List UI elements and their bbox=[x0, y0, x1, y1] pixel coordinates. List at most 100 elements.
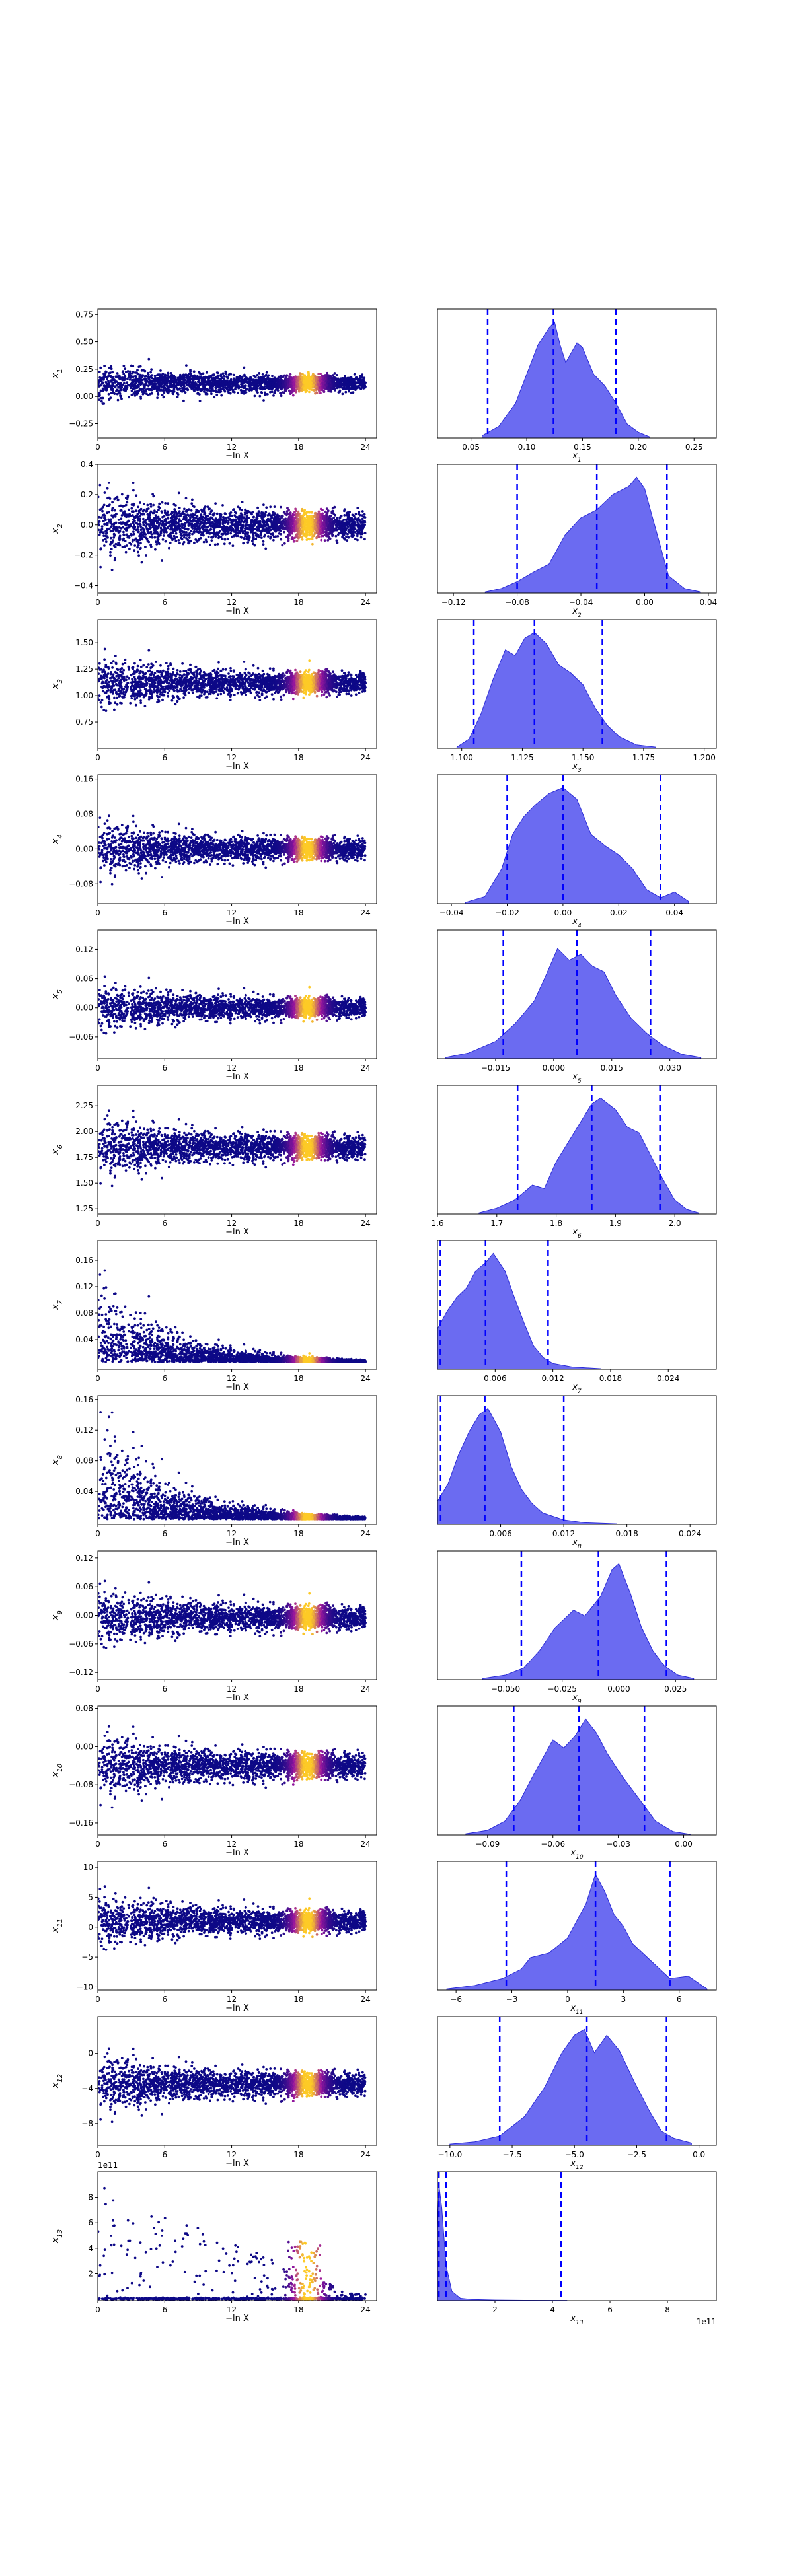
scatter-point bbox=[299, 517, 301, 519]
scatter-point bbox=[335, 539, 338, 542]
scatter-point bbox=[296, 382, 299, 386]
scatter-point bbox=[151, 511, 155, 515]
scatter-point bbox=[233, 514, 237, 517]
scatter-point bbox=[250, 519, 253, 522]
scatter-point bbox=[221, 384, 224, 387]
scatter-point bbox=[150, 533, 153, 536]
scatter-point bbox=[231, 380, 234, 384]
y-tick-label: 0.25 bbox=[75, 365, 93, 374]
scatter-point bbox=[301, 384, 305, 388]
scatter-point bbox=[132, 375, 135, 378]
scatter-point bbox=[169, 375, 172, 378]
scatter-point bbox=[114, 542, 118, 546]
scatter-point bbox=[254, 386, 257, 388]
scatter-point bbox=[286, 380, 289, 383]
scatter-point bbox=[255, 389, 258, 392]
scatter-point bbox=[293, 536, 296, 540]
scatter-point bbox=[289, 373, 292, 376]
scatter-point bbox=[304, 381, 307, 384]
scatter-point bbox=[283, 542, 286, 545]
scatter-point bbox=[209, 543, 211, 546]
scatter-point bbox=[223, 390, 227, 393]
scatter-point bbox=[224, 370, 227, 373]
scatter-point bbox=[299, 372, 301, 375]
scatter-point bbox=[295, 539, 299, 542]
scatter-point bbox=[354, 376, 358, 379]
scatter-point bbox=[252, 538, 255, 541]
scatter-point bbox=[290, 390, 293, 392]
scatter-point bbox=[133, 390, 137, 393]
scatter-point bbox=[216, 542, 219, 546]
scatter-point bbox=[132, 518, 135, 521]
scatter-point bbox=[159, 534, 162, 537]
scatter-point bbox=[155, 511, 159, 514]
scatter-point bbox=[338, 524, 340, 527]
scatter-point bbox=[99, 389, 102, 392]
scatter-point bbox=[98, 508, 102, 511]
x-tick-label: 6 bbox=[162, 443, 167, 452]
scatter-point bbox=[155, 526, 158, 529]
scatter-point bbox=[153, 387, 156, 390]
scatter-point bbox=[143, 383, 146, 386]
scatter-point bbox=[333, 505, 336, 509]
scatter-point bbox=[259, 386, 262, 389]
scatter-point bbox=[169, 372, 172, 375]
scatter-point bbox=[194, 386, 198, 389]
scatter-point bbox=[227, 373, 231, 376]
scatter-point bbox=[175, 515, 178, 518]
scatter-point bbox=[184, 497, 188, 500]
scatter-point bbox=[221, 388, 225, 391]
scatter-point bbox=[284, 376, 287, 379]
scatter-point bbox=[116, 544, 120, 546]
scatter-point bbox=[111, 381, 114, 384]
scatter-point bbox=[338, 516, 342, 519]
scatter-point bbox=[211, 386, 214, 390]
scatter-point bbox=[235, 529, 237, 532]
scatter-point bbox=[252, 542, 254, 546]
scatter-point bbox=[252, 380, 254, 382]
scatter-point bbox=[144, 546, 147, 548]
scatter-point bbox=[262, 543, 265, 546]
scatter-point bbox=[116, 498, 120, 501]
scatter-point bbox=[159, 374, 162, 377]
scatter-point bbox=[326, 539, 330, 542]
scatter-point bbox=[303, 387, 307, 390]
scatter-point bbox=[245, 519, 248, 522]
scatter-point bbox=[164, 380, 167, 384]
scatter-point bbox=[149, 376, 152, 378]
scatter-point bbox=[191, 375, 194, 378]
scatter-point bbox=[231, 544, 235, 548]
scatter-point bbox=[348, 388, 350, 390]
scatter-point bbox=[279, 383, 282, 386]
scatter-point bbox=[215, 385, 219, 388]
scatter-point bbox=[107, 372, 110, 375]
scatter-point bbox=[290, 387, 293, 390]
scatter-point bbox=[278, 532, 281, 535]
scatter-point bbox=[197, 384, 200, 386]
scatter-point bbox=[267, 378, 270, 381]
scatter-point bbox=[217, 531, 221, 534]
scatter-point bbox=[307, 371, 310, 374]
scatter-point bbox=[282, 511, 285, 514]
scatter-point bbox=[272, 511, 275, 514]
scatter-point bbox=[352, 534, 356, 537]
x-tick-label: 12 bbox=[227, 443, 237, 452]
scatter-point bbox=[264, 511, 268, 514]
scatter-point bbox=[171, 375, 174, 378]
scatter-point bbox=[114, 497, 118, 500]
scatter-point bbox=[185, 380, 188, 384]
scatter-point bbox=[319, 386, 322, 389]
scatter-point bbox=[230, 519, 233, 522]
scatter-point bbox=[191, 498, 194, 501]
scatter-point bbox=[193, 530, 196, 533]
scatter-point bbox=[160, 528, 163, 531]
scatter-point bbox=[183, 388, 186, 391]
scatter-point bbox=[154, 540, 157, 544]
scatter-point bbox=[112, 539, 114, 542]
scatter-point bbox=[358, 511, 361, 513]
scatter-point bbox=[207, 380, 209, 384]
scatter-point bbox=[346, 532, 349, 536]
scatter-point bbox=[211, 378, 215, 381]
scatter-point bbox=[347, 516, 350, 519]
